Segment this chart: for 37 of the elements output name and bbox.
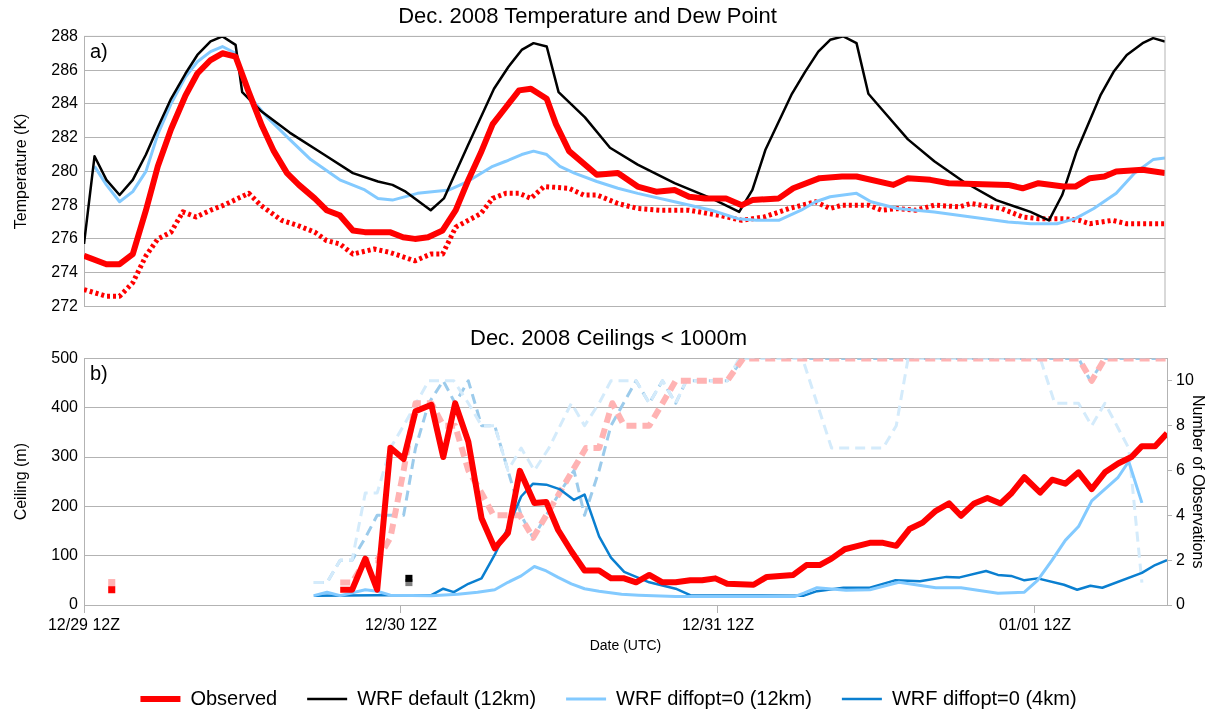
legend-label: Observed — [190, 686, 278, 709]
x-tick-label: 12/30 12Z — [364, 616, 438, 634]
y2-tick-label: 4 — [1176, 505, 1185, 523]
y2-tick-label: 8 — [1176, 416, 1185, 434]
x-tick-label: 12/31 12Z — [681, 616, 755, 634]
y-tick-label: 278 — [51, 195, 79, 213]
y2-tick-label: 2 — [1176, 550, 1185, 568]
y-tick-label: 276 — [51, 229, 79, 247]
y-tick-label: 300 — [51, 447, 79, 465]
x-axis-title: Date (UTC) — [589, 637, 662, 654]
chart-title: Dec. 2008 Temperature and Dew Point — [398, 3, 777, 29]
y2-tick-label: 0 — [1176, 595, 1185, 613]
x-tick-label: 12/29 12Z — [47, 616, 121, 634]
y-tick-label: 288 — [51, 26, 79, 44]
legend-label: WRF diffopt=0 (4km) — [891, 686, 1077, 709]
y-tick-label: 284 — [51, 94, 79, 112]
annotation: b) — [90, 361, 108, 384]
y-tick-label: 280 — [51, 161, 79, 179]
y-tick-label: 400 — [51, 398, 79, 416]
annotation: a) — [90, 39, 108, 62]
y2-tick-label: 10 — [1176, 371, 1194, 389]
legend-label: WRF diffopt=0 (12km) — [616, 686, 812, 709]
y-tick-label: 100 — [51, 546, 79, 564]
y-tick-label: 0 — [69, 595, 79, 613]
legend-label: WRF default (12km) — [357, 686, 537, 709]
y-tick-label: 500 — [51, 348, 79, 366]
x-tick-label: 01/01 12Z — [998, 616, 1072, 634]
chart-title: Dec. 2008 Ceilings < 1000m — [470, 325, 747, 351]
y-axis-title: Ceiling (m) — [12, 443, 30, 521]
y-tick-label: 282 — [51, 128, 79, 146]
y2-axis-title: Number of Observations — [1189, 395, 1207, 569]
y-tick-label: 272 — [51, 296, 79, 314]
y-axis-title: Temperature (K) — [12, 113, 30, 230]
y-tick-label: 200 — [51, 496, 79, 514]
y-tick-label: 274 — [51, 263, 79, 281]
y-tick-label: 286 — [51, 60, 79, 78]
y2-tick-label: 6 — [1176, 460, 1185, 478]
